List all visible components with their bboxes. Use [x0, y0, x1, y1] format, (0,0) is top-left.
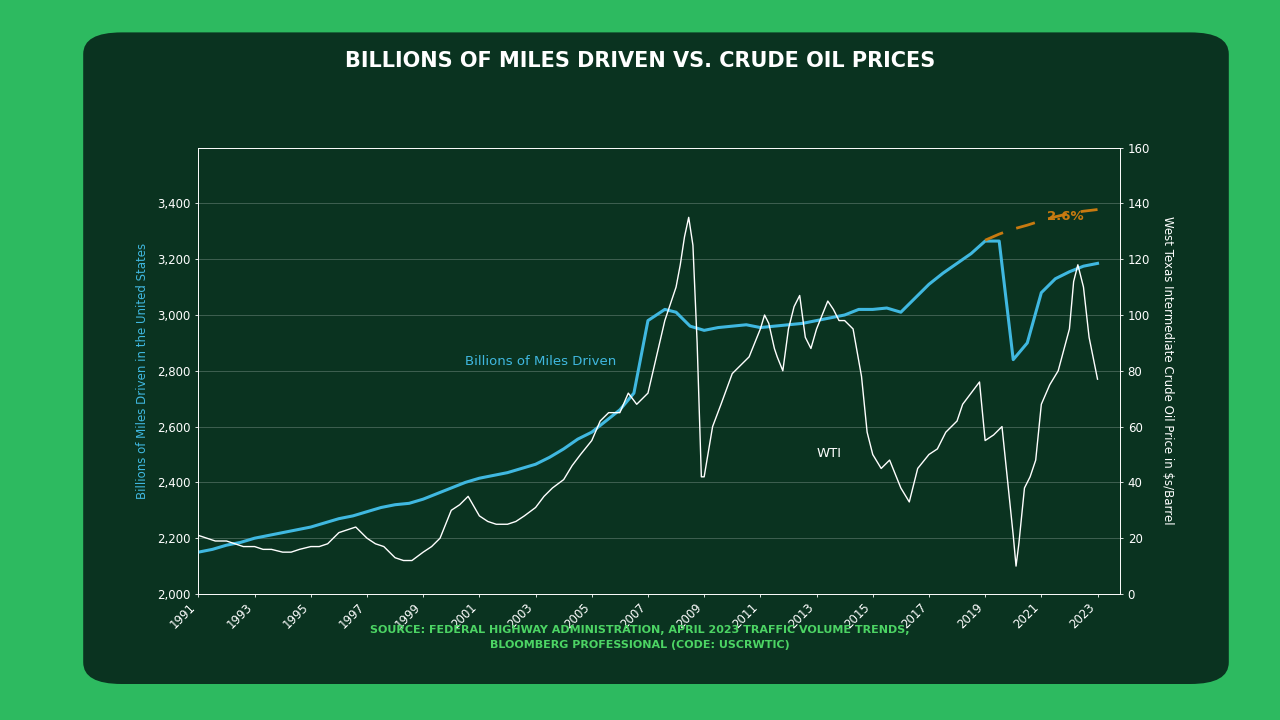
Text: SOURCE: FEDERAL HIGHWAY ADMINISTRATION, APRIL 2023 TRAFFIC VOLUME TRENDS,
BLOOMB: SOURCE: FEDERAL HIGHWAY ADMINISTRATION, …	[370, 625, 910, 649]
Text: 2.6%: 2.6%	[1047, 210, 1084, 223]
Text: BILLIONS OF MILES DRIVEN VS. CRUDE OIL PRICES: BILLIONS OF MILES DRIVEN VS. CRUDE OIL P…	[344, 51, 936, 71]
Text: WTI: WTI	[817, 447, 841, 460]
Text: Billions of Miles Driven: Billions of Miles Driven	[466, 355, 617, 368]
Y-axis label: Billions of Miles Driven in the United States: Billions of Miles Driven in the United S…	[136, 243, 148, 499]
Y-axis label: West Texas Intermediate Crude Oil Price in $s/Barrel: West Texas Intermediate Crude Oil Price …	[1161, 217, 1174, 525]
